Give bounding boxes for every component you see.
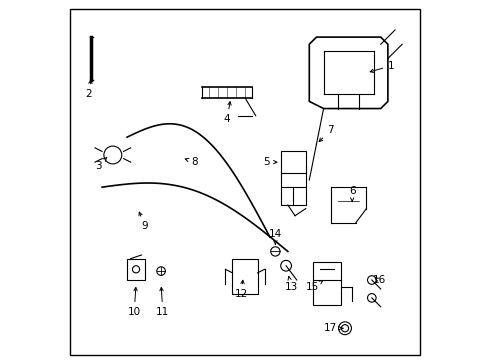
Text: 6: 6 <box>349 186 355 202</box>
Text: 14: 14 <box>269 229 282 244</box>
Text: 5: 5 <box>263 157 277 167</box>
Text: 10: 10 <box>128 287 141 317</box>
Text: 3: 3 <box>95 157 107 171</box>
Text: 2: 2 <box>86 80 92 99</box>
Bar <box>281 152 306 205</box>
Text: 13: 13 <box>285 276 298 292</box>
Text: 16: 16 <box>372 275 386 285</box>
Text: 8: 8 <box>185 157 198 167</box>
Text: 17: 17 <box>324 323 343 333</box>
Text: 9: 9 <box>139 212 148 231</box>
Bar <box>127 258 145 280</box>
Text: 15: 15 <box>306 280 323 292</box>
Text: 11: 11 <box>156 287 170 317</box>
Text: 7: 7 <box>319 125 334 141</box>
Text: 4: 4 <box>224 102 231 124</box>
Bar <box>232 258 258 294</box>
Text: 12: 12 <box>235 280 248 299</box>
Text: 1: 1 <box>370 61 395 72</box>
Bar <box>313 262 342 305</box>
